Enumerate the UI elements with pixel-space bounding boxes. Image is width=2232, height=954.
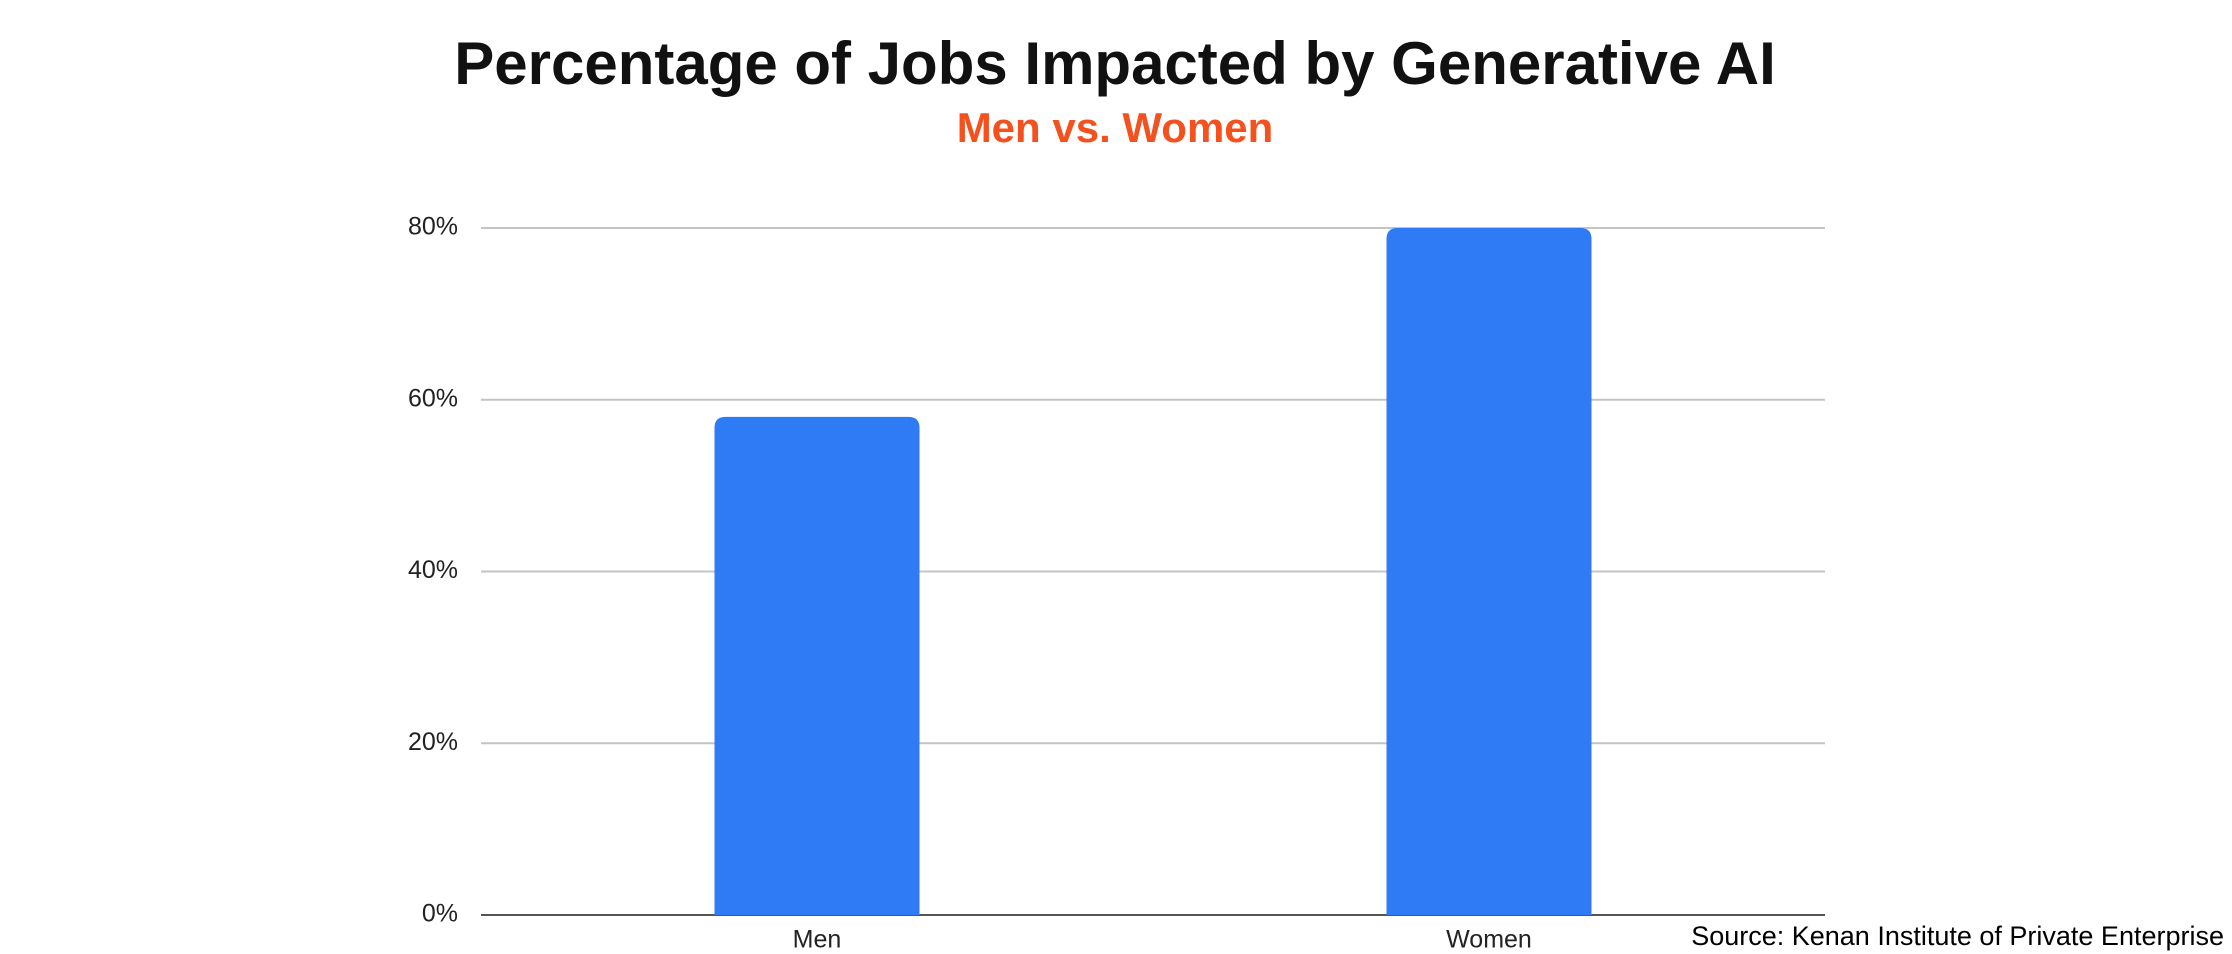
chart-subtitle: Men vs. Women	[957, 104, 1274, 151]
bar	[1386, 228, 1592, 915]
y-tick-label: 80%	[408, 213, 458, 241]
y-tick-label: 0%	[422, 900, 458, 928]
y-tick-label: 20%	[408, 728, 458, 756]
x-tick-label: Women	[1446, 926, 1532, 954]
y-tick-label: 40%	[408, 556, 458, 584]
source-note: Source: Kenan Institute of Private Enter…	[1691, 921, 2224, 951]
chart-title: Percentage of Jobs Impacted by Generativ…	[454, 30, 1776, 97]
y-tick-label: 60%	[408, 384, 458, 412]
x-tick-label: Men	[793, 926, 842, 954]
bar	[714, 416, 920, 915]
